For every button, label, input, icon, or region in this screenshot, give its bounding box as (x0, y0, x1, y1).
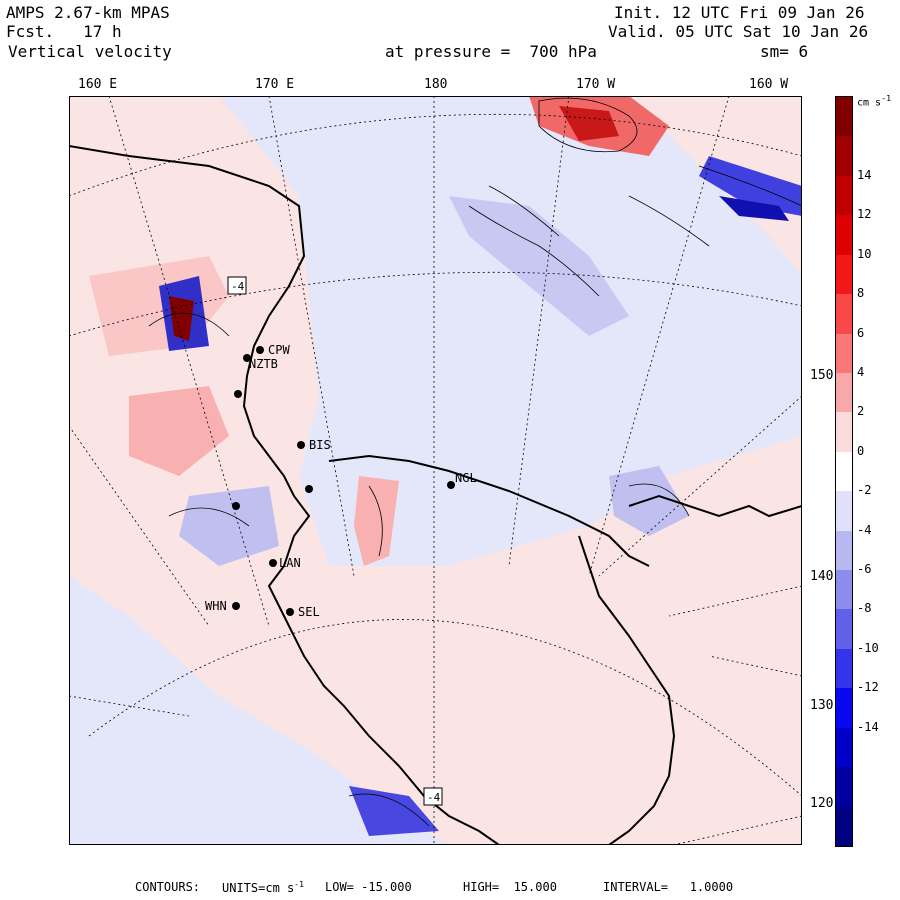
colorbar-tick-label: 0 (857, 443, 865, 458)
colorbar-swatch (836, 372, 852, 413)
colorbar-units: cm s-1 (857, 93, 892, 109)
station-dot-nztb (243, 354, 251, 362)
colorbar-swatch (836, 175, 852, 216)
colorbar-tick-label: -4 (857, 522, 872, 537)
map-svg: CPW NZTB BIS NGL LAN SEL WHN -4 -4 (68, 95, 803, 847)
colorbar-tick-label: -6 (857, 562, 872, 577)
colorbar-tick-label: -12 (857, 680, 879, 695)
colorbar-swatch (836, 97, 852, 137)
strong-ascent-northeast (699, 156, 802, 216)
weak-ascent-coast (69, 576, 449, 845)
colorbar-tick-label: 2 (857, 404, 865, 419)
model-title: AMPS 2.67-km MPAS (6, 3, 170, 22)
station-label-whn: WHN (205, 599, 227, 613)
colorbar-swatch (836, 767, 852, 808)
colorbar-tick-label: -2 (857, 483, 872, 498)
pressure-level: at pressure = 700 hPa (385, 42, 597, 61)
descent-patch-mid (129, 386, 229, 476)
colorbar-swatch (836, 648, 852, 689)
station-label-sel: SEL (298, 605, 320, 619)
colorbar (835, 96, 853, 847)
lon-label-160w: 160 W (749, 77, 789, 92)
station-label-nztb: NZTB (249, 357, 278, 371)
colorbar-swatch (836, 412, 852, 453)
ascent-patch-south (349, 786, 439, 836)
station-dot-mcm (234, 390, 242, 398)
colorbar-tick-label: 4 (857, 364, 865, 379)
station-dot-west (232, 502, 240, 510)
station-dot-ngl (447, 481, 455, 489)
colorbar-swatch (836, 451, 852, 492)
colorbar-swatch (836, 688, 852, 729)
descent-band-shelf (354, 476, 399, 566)
footer-contours: CONTOURS: (135, 880, 201, 894)
colorbar-swatch (836, 727, 852, 768)
colorbar-swatch (836, 609, 852, 650)
lon-label-180: 180 (424, 77, 448, 92)
station-dot-lan (269, 559, 277, 567)
lon-label-170w: 170 W (576, 77, 616, 92)
ascent-band-ross (449, 196, 629, 336)
station-dot-sel (286, 608, 294, 616)
box-label-south-frame (423, 787, 443, 806)
colorbar-swatch (836, 333, 852, 374)
field-name: Vertical velocity (8, 42, 172, 61)
colorbar-tick-label: -10 (857, 640, 879, 655)
footer-units: UNITS=cm s-1 (222, 880, 304, 895)
station-label-bis: BIS (309, 438, 331, 452)
stations (232, 346, 455, 616)
station-label-lan: LAN (279, 556, 301, 570)
footer-high: HIGH= 15.000 (463, 880, 557, 894)
descent-core-terrain (169, 296, 194, 341)
station-dot-bis (297, 441, 305, 449)
strong-ascent-core (719, 196, 789, 221)
ascent-patch-east (609, 466, 689, 536)
box-label-south: -4 (427, 791, 441, 804)
footer-low: LOW= -15.000 (325, 880, 412, 894)
station-label-cpw: CPW (268, 343, 290, 357)
smoothing: sm= 6 (760, 42, 809, 61)
colorbar-swatch (836, 254, 852, 295)
init-time: Init. 12 UTC Fri 09 Jan 26 (614, 3, 865, 22)
colorbar-tick-label: -8 (857, 601, 872, 616)
colorbar-swatch (836, 215, 852, 256)
box-label-north-frame (227, 276, 247, 295)
map-panel: CPW NZTB BIS NGL LAN SEL WHN -4 -4 (68, 95, 803, 847)
colorbar-tick-label: 14 (857, 167, 872, 182)
colorbar-tick-label: 8 (857, 286, 865, 301)
colorbar-swatch (836, 294, 852, 334)
footer-interval: INTERVAL= 1.0000 (603, 880, 734, 894)
station-dot-mid (305, 485, 313, 493)
station-labels: CPW NZTB BIS NGL LAN SEL WHN (205, 343, 477, 619)
colorbar-tick-label: 6 (857, 325, 865, 340)
colorbar-swatch (836, 530, 852, 571)
forecast-hour: Fcst. 17 h (6, 22, 122, 41)
contour-lines (148, 97, 803, 827)
box-label-north: -4 (231, 280, 245, 293)
weak-ascent-region (219, 96, 802, 566)
colorbar-tick-label: -14 (857, 719, 879, 734)
station-label-ngl: NGL (455, 471, 477, 485)
lon-label-160e: 160 E (78, 77, 118, 92)
map-frame (69, 96, 802, 845)
coastline (68, 145, 803, 846)
strong-descent-core (559, 106, 619, 141)
colorbar-swatch (836, 491, 852, 532)
ascent-patch-west (179, 486, 279, 566)
valid-time: Valid. 05 UTC Sat 10 Jan 26 (608, 22, 869, 41)
station-dot-whn (232, 602, 240, 610)
colorbar-swatch (836, 136, 852, 177)
colorbar-tick-label: 10 (857, 246, 872, 261)
colorbar-tick-label: 12 (857, 207, 872, 222)
colorbar-swatch (836, 570, 852, 610)
colorbar-swatch (836, 806, 852, 847)
lon-label-170e: 170 E (255, 77, 295, 92)
station-dot-cpw (256, 346, 264, 354)
